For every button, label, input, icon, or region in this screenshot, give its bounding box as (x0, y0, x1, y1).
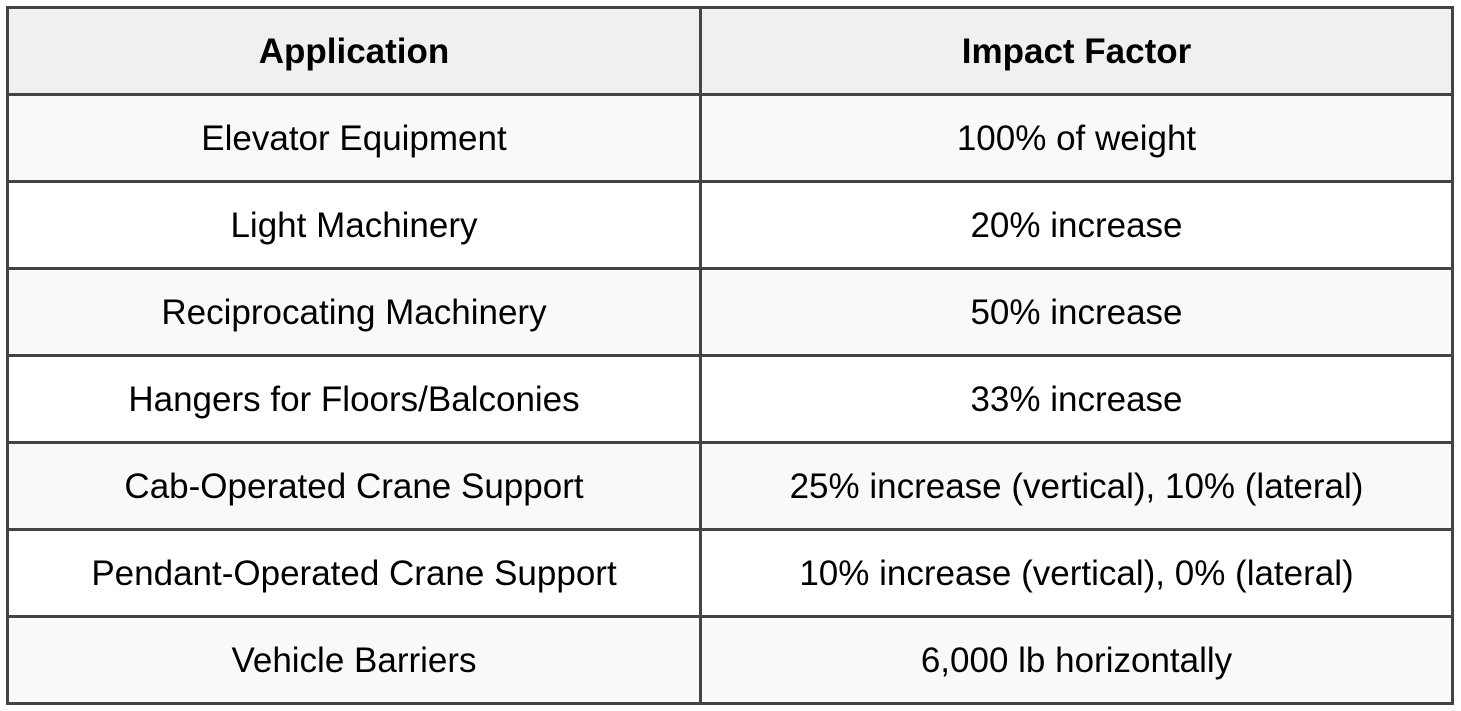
cell-impact-factor: 33% increase (699, 354, 1454, 444)
table-row: Vehicle Barriers 6,000 lb horizontally (6, 615, 1454, 705)
cell-impact-factor: 25% increase (vertical), 10% (lateral) (699, 441, 1454, 531)
header-impact-factor: Impact Factor (699, 6, 1454, 96)
cell-application: Hangers for Floors/Balconies (6, 354, 702, 444)
cell-application: Cab-Operated Crane Support (6, 441, 702, 531)
header-application: Application (6, 6, 702, 96)
cell-application: Reciprocating Machinery (6, 267, 702, 357)
table-row: Elevator Equipment 100% of weight (6, 93, 1454, 183)
table-container: Application Impact Factor Elevator Equip… (6, 6, 1454, 705)
cell-application: Elevator Equipment (6, 93, 702, 183)
table-row: Cab-Operated Crane Support 25% increase … (6, 441, 1454, 531)
cell-application: Pendant-Operated Crane Support (6, 528, 702, 618)
cell-impact-factor: 50% increase (699, 267, 1454, 357)
cell-impact-factor: 10% increase (vertical), 0% (lateral) (699, 528, 1454, 618)
table-row: Light Machinery 20% increase (6, 180, 1454, 270)
cell-impact-factor: 20% increase (699, 180, 1454, 270)
cell-impact-factor: 100% of weight (699, 93, 1454, 183)
cell-application: Light Machinery (6, 180, 702, 270)
table-row: Pendant-Operated Crane Support 10% incre… (6, 528, 1454, 618)
cell-application: Vehicle Barriers (6, 615, 702, 705)
table-header-row: Application Impact Factor (6, 6, 1454, 96)
impact-factor-table: Application Impact Factor Elevator Equip… (6, 6, 1454, 705)
cell-impact-factor: 6,000 lb horizontally (699, 615, 1454, 705)
table-row: Hangers for Floors/Balconies 33% increas… (6, 354, 1454, 444)
table-row: Reciprocating Machinery 50% increase (6, 267, 1454, 357)
